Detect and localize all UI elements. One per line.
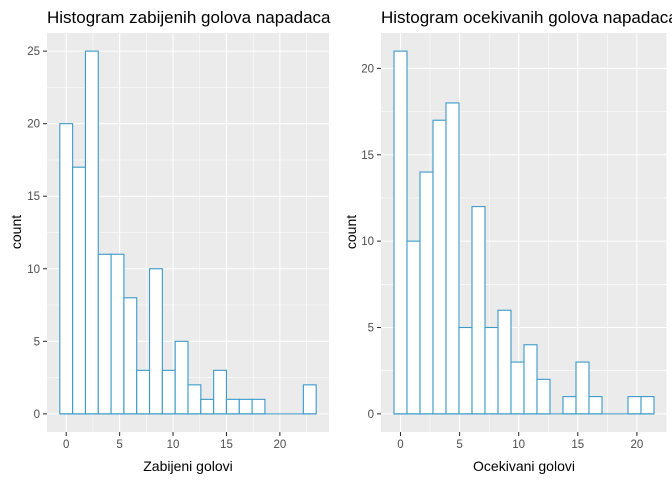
x-axis-ticks: 0 5 10 15 20	[63, 432, 286, 451]
histogram-bar	[123, 297, 138, 415]
histogram-bar	[445, 102, 460, 415]
y-tick-label: 0	[34, 409, 40, 421]
y-tick-label: 20	[27, 119, 40, 131]
x-tick-label: 15	[220, 439, 233, 451]
histogram-bar	[238, 398, 253, 415]
histogram-bar	[640, 396, 655, 415]
y-tick-label: 20	[361, 63, 374, 75]
histogram-bar	[251, 398, 266, 415]
y-tick-label: 15	[27, 191, 40, 203]
histogram-bar	[213, 369, 228, 415]
histogram-bar	[302, 384, 317, 415]
x-tick-label: 10	[512, 439, 525, 451]
y-tick-label: 25	[27, 46, 40, 58]
x-axis-title: Ocekivani golovi	[473, 458, 575, 474]
histogram-bar	[97, 253, 112, 415]
histogram-bar	[588, 396, 603, 415]
panel-goals-scored: Histogram zabijenih golova napadaca 0 5 10…	[8, 8, 331, 474]
x-tick-label: 20	[273, 439, 286, 451]
y-tick-label: 5	[34, 336, 40, 348]
plot-title: Histogram ocekivanih golova napadaca	[381, 8, 672, 27]
histogram-bar	[627, 396, 642, 415]
histogram-bar	[161, 369, 176, 415]
histogram-bar	[136, 369, 151, 415]
histogram-bar	[225, 398, 240, 415]
x-tick-label: 0	[397, 439, 403, 451]
histogram-bar	[458, 326, 473, 415]
y-axis-ticks: 0 5 10 15 20 25	[27, 46, 47, 421]
y-axis-ticks: 0 5 10 15 20	[361, 63, 381, 421]
histogram-bar	[484, 326, 499, 415]
histogram-bar	[393, 50, 408, 415]
y-tick-label: 15	[361, 150, 374, 162]
histogram-bar	[523, 344, 538, 415]
histogram-bar	[471, 206, 486, 415]
histogram-bar	[200, 398, 215, 415]
x-tick-label: 5	[116, 439, 122, 451]
histogram-bar	[406, 240, 421, 415]
histogram-bar	[187, 384, 202, 415]
histogram-bar	[419, 171, 434, 415]
panel-expected-goals: Histogram ocekivanih golova napadaca 0 5 1…	[343, 8, 672, 474]
x-tick-label: 0	[63, 439, 69, 451]
histogram-bar	[174, 340, 189, 415]
y-axis-title: count	[8, 215, 24, 249]
x-tick-label: 5	[456, 439, 462, 451]
histogram-bar	[510, 361, 525, 415]
histogram-bar	[536, 378, 551, 415]
histogram-bar	[72, 166, 87, 415]
x-tick-label: 15	[571, 439, 584, 451]
x-axis-ticks: 0 5 10 15 20	[397, 432, 643, 451]
histogram-bar	[432, 119, 447, 415]
histogram-bar	[562, 396, 577, 415]
histogram-bar	[497, 309, 512, 415]
histogram-bars	[59, 50, 317, 415]
histogram-bars	[393, 50, 655, 415]
y-tick-label: 5	[368, 323, 374, 335]
histogram-bar	[575, 361, 590, 415]
histogram-bar	[84, 50, 99, 415]
plot-title: Histogram zabijenih golova napadaca	[47, 8, 331, 27]
x-axis-title: Zabijeni golovi	[143, 458, 233, 474]
y-tick-label: 10	[27, 264, 40, 276]
x-tick-label: 20	[630, 439, 643, 451]
y-tick-label: 10	[361, 236, 374, 248]
y-tick-label: 0	[368, 409, 374, 421]
y-axis-title: count	[343, 215, 359, 249]
histogram-bar	[148, 268, 163, 415]
histogram-bar	[59, 123, 74, 415]
x-tick-label: 10	[167, 439, 180, 451]
histogram-bar	[110, 253, 125, 415]
